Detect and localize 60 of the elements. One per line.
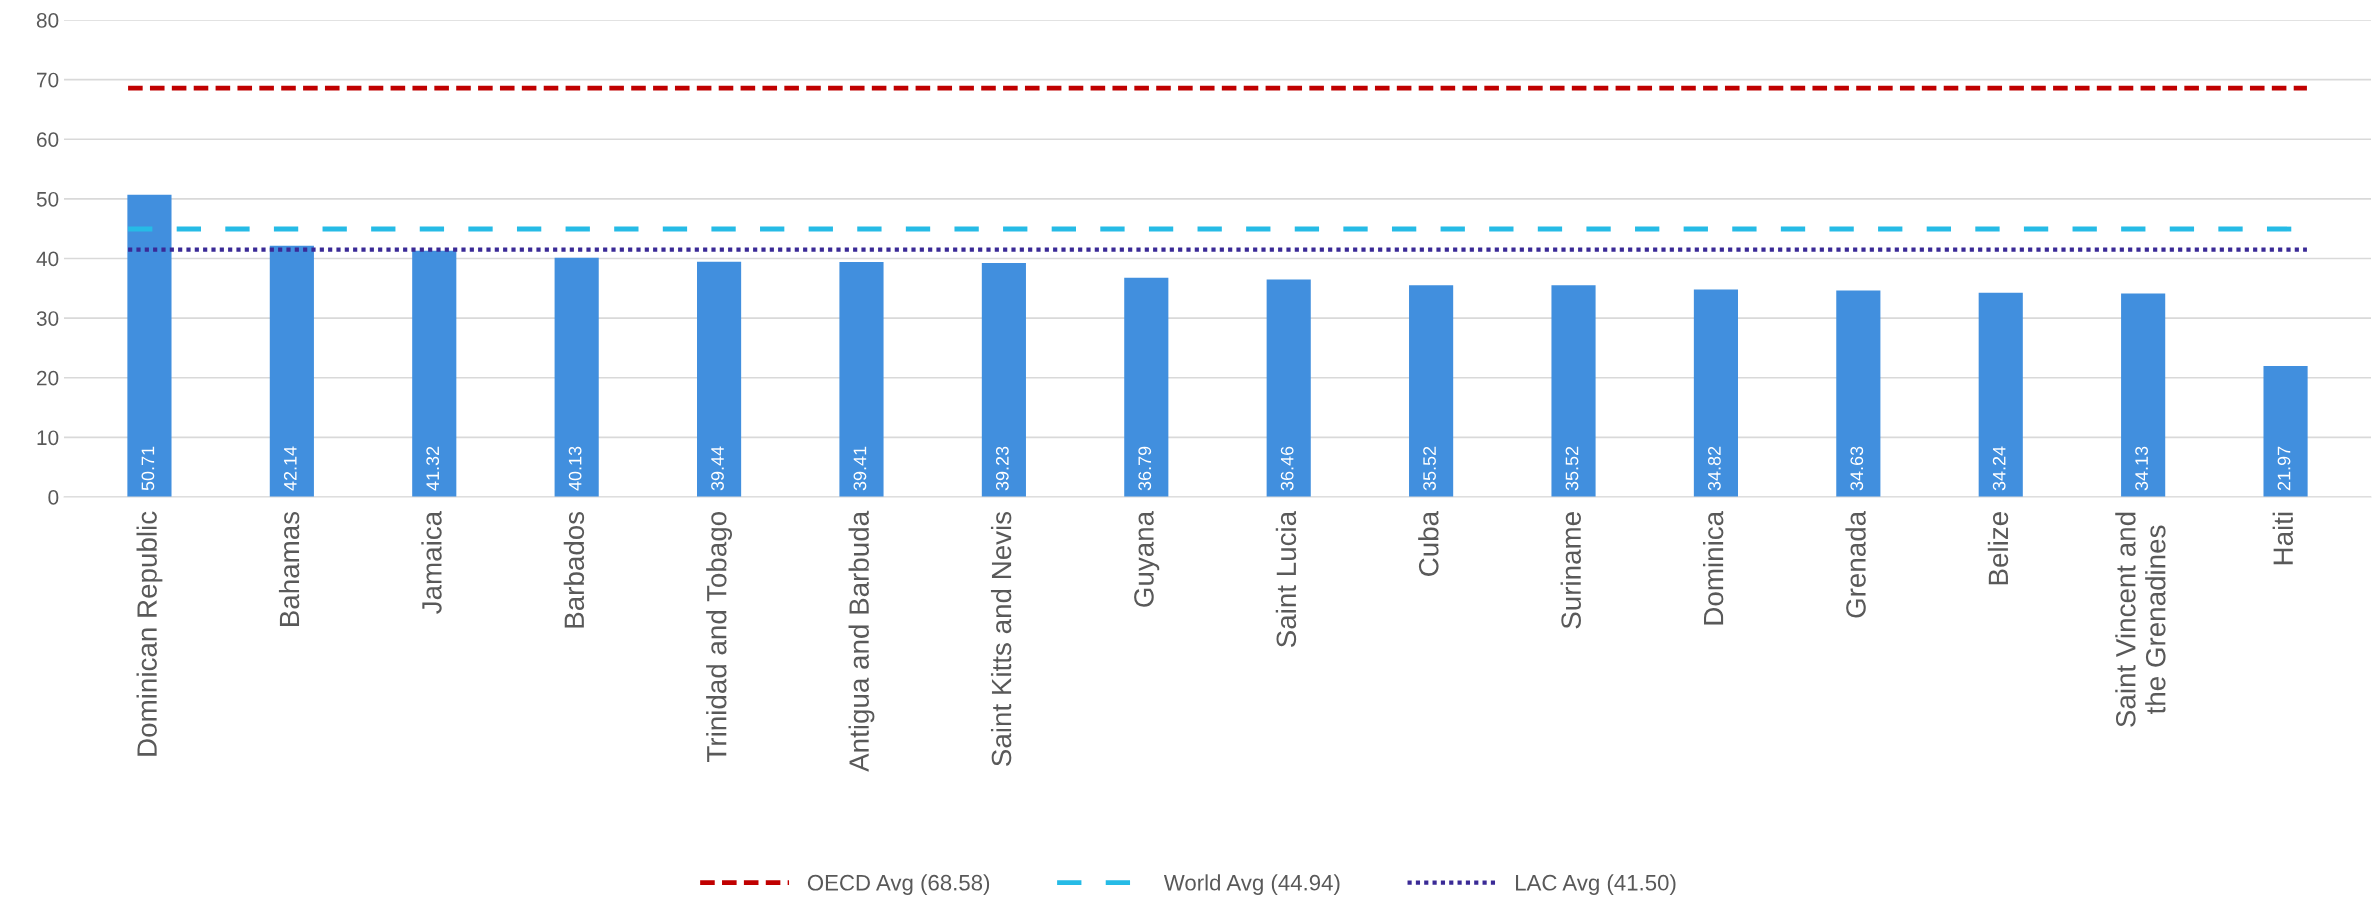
bar: [2121, 293, 2166, 497]
bar: [839, 262, 884, 497]
bar: [1409, 285, 1454, 497]
data-label: 34.82: [1707, 446, 1721, 491]
data-label: 34.24: [1992, 446, 2006, 491]
x-tick-label: Guyana: [1134, 510, 1160, 607]
x-tick-label: Grenada: [1845, 510, 1866, 618]
x-tick-label: Belize: [1987, 512, 2009, 585]
legend-label: World Avg (44.94): [1163, 874, 1340, 895]
bar: [1266, 279, 1311, 497]
bar: [981, 263, 1026, 497]
x-tick-label: Barbados: [563, 511, 585, 628]
data-label: 40.13: [568, 446, 582, 491]
data-label: 36.46: [1280, 446, 1294, 491]
x-tick-label: Haiti: [2272, 512, 2294, 565]
x-tick-label: Saint Kitts and Nevis: [990, 511, 1012, 766]
data-label: 34.13: [2135, 446, 2148, 491]
y-tick-label: 0: [48, 490, 59, 505]
x-tick-label: Cuba: [1418, 510, 1439, 576]
bar: [554, 257, 599, 497]
x-tick-label: Trinidad and Tobago: [706, 512, 733, 762]
data-label: 35.52: [1423, 446, 1436, 491]
data-label: 39.23: [995, 446, 1009, 491]
y-tick-label: 20: [37, 370, 59, 386]
x-tick-label: Jamaica: [421, 510, 442, 614]
y-tick-label: 70: [37, 72, 59, 88]
x-tick-label: Saint Vincent and the Grenadines: [2115, 512, 2166, 727]
bar: [1551, 285, 1596, 497]
y-tick-label: 30: [36, 311, 59, 326]
data-label: 36.79: [1138, 446, 1152, 491]
data-label: 34.63: [1850, 446, 1864, 491]
data-label: 35.52: [1565, 446, 1579, 491]
x-tick-label: Dominican Republic: [136, 511, 163, 756]
bar: [2263, 366, 2308, 497]
bar: [412, 250, 457, 497]
y-tick-label: 50: [36, 191, 59, 207]
data-label: 39.44: [711, 446, 724, 491]
data-label: 39.41: [853, 446, 867, 491]
bar: [127, 194, 172, 497]
data-label: 41.32: [426, 446, 440, 491]
x-tick-label: Suriname: [1560, 512, 1581, 629]
y-tick-label: 60: [37, 132, 59, 147]
bar: [1693, 289, 1738, 497]
data-label: 42.14: [283, 446, 297, 491]
x-tick-label: Dominica: [1702, 510, 1724, 625]
legend-label: LAC Avg (41.50): [1516, 874, 1676, 895]
x-tick-label: Saint Lucia: [1275, 510, 1297, 648]
bar: [1978, 292, 2023, 497]
data-label: 50.71: [141, 446, 155, 491]
x-tick-label: Bahamas: [278, 511, 300, 626]
bar: [1836, 290, 1881, 497]
y-tick-label: 10: [37, 430, 59, 446]
bar: [269, 245, 314, 497]
x-tick-label: Antigua and Barbuda: [848, 510, 875, 772]
y-tick-label: 40: [36, 251, 59, 267]
legend-label: OECD Avg (68.58): [807, 874, 990, 895]
y-tick-label: 80: [36, 13, 59, 28]
data-label: 21.97: [2277, 446, 2291, 491]
bar: [1124, 277, 1169, 497]
bar: [697, 261, 742, 497]
